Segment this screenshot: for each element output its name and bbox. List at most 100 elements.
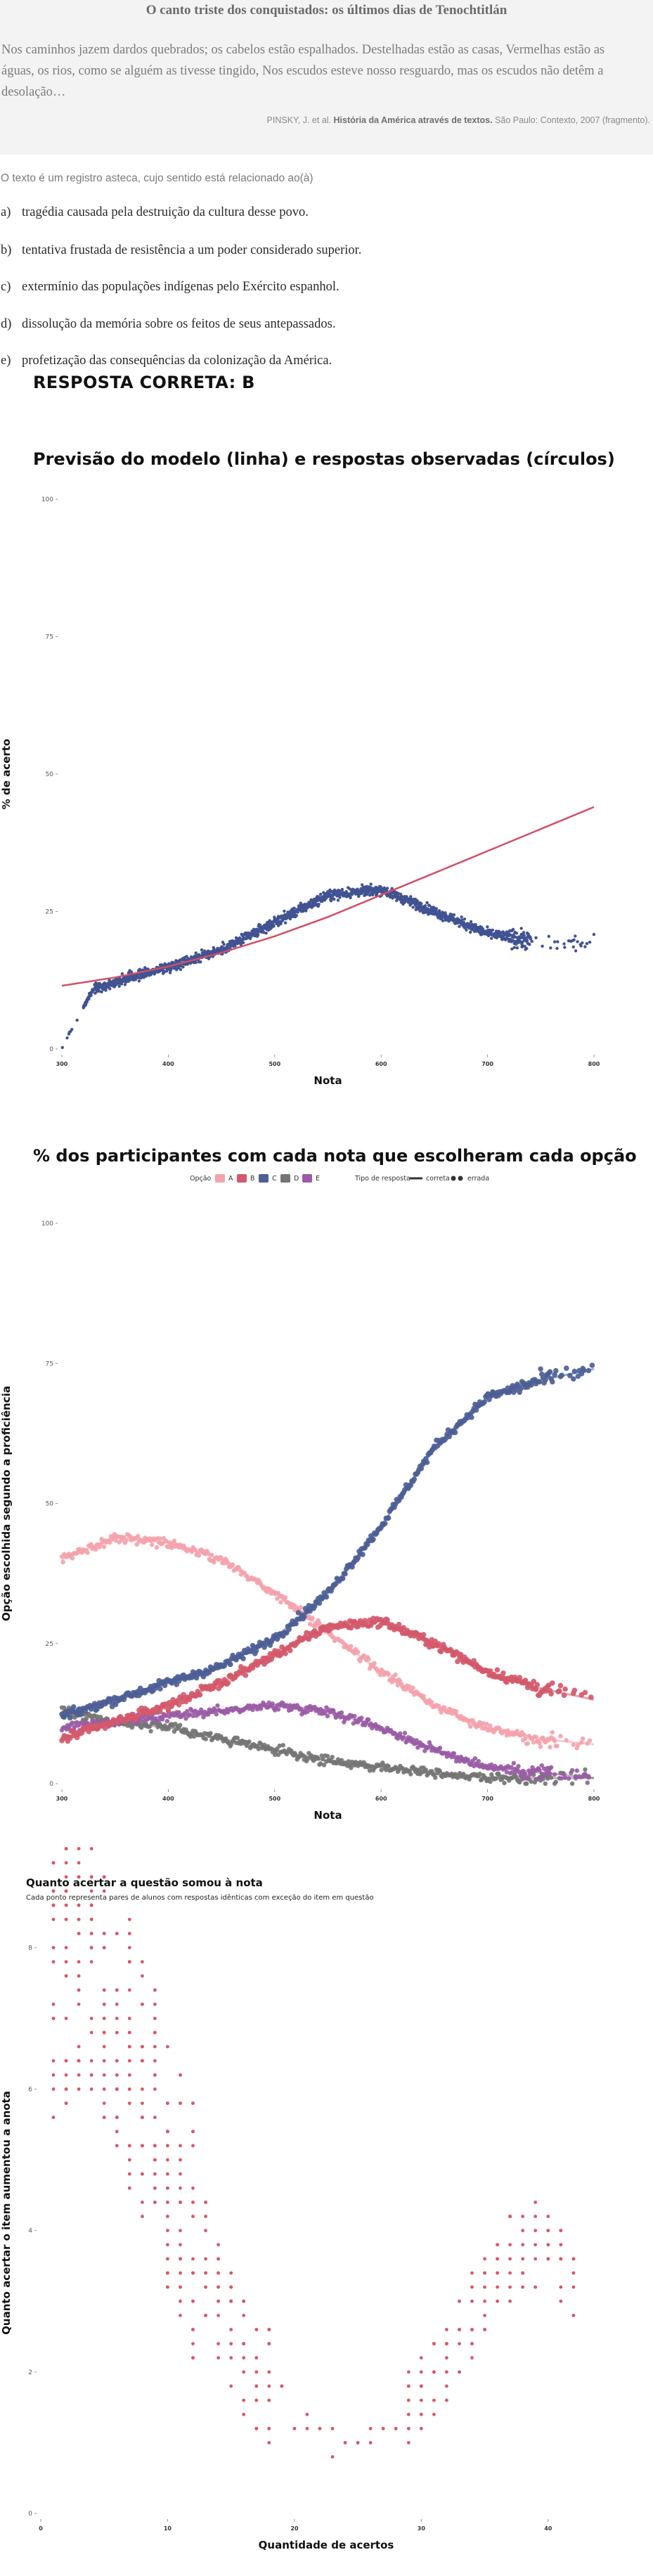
point-c	[200, 1674, 207, 1680]
pair-point	[77, 1960, 81, 1964]
point-d	[502, 1780, 507, 1786]
observed-point	[427, 903, 432, 908]
pair-point	[153, 2158, 157, 2162]
legend-swatch-c	[259, 1174, 269, 1183]
observed-point	[181, 965, 185, 969]
point-b	[420, 1632, 427, 1637]
observed-point	[434, 907, 439, 910]
y-tick-label: 0	[49, 1781, 53, 1788]
x-tick-label: 500	[269, 1061, 280, 1067]
point-b	[455, 1659, 460, 1664]
chart3-x-label: Quantidade de acertos	[259, 2539, 394, 2551]
pair-point	[141, 2044, 144, 2049]
point-e	[157, 1718, 162, 1723]
pair-point	[470, 2299, 474, 2303]
pair-point	[432, 2342, 436, 2345]
observed-point	[292, 906, 296, 910]
pair-point	[496, 2271, 499, 2275]
y-tick-label: 4	[28, 2228, 32, 2235]
observed-point	[523, 944, 526, 948]
pair-point	[254, 2398, 259, 2402]
observed-point	[585, 941, 589, 946]
observed-point	[60, 1045, 65, 1050]
pair-point	[432, 2398, 436, 2402]
legend-swatch-d	[280, 1174, 290, 1183]
pair-point	[267, 2342, 271, 2345]
correct-answer: RESPOSTA CORRETA: B	[33, 373, 255, 392]
pair-point	[229, 2299, 233, 2303]
observed-point	[136, 973, 141, 977]
point-a	[372, 1661, 377, 1666]
observed-point	[200, 948, 204, 952]
pair-point	[153, 2115, 157, 2120]
observed-point	[185, 955, 188, 958]
pair-point	[102, 1945, 106, 1950]
observed-point	[409, 895, 413, 899]
point-a	[548, 1744, 552, 1750]
point-a	[587, 1738, 593, 1743]
trend-b	[61, 1620, 595, 1740]
pair-point	[153, 2044, 157, 2049]
point-a	[298, 1605, 303, 1610]
point-b	[396, 1621, 402, 1628]
pair-point	[571, 2314, 576, 2317]
chart2-series	[59, 1363, 595, 1786]
legend-swatch-a	[215, 1174, 225, 1183]
point-b	[287, 1647, 293, 1654]
legend-type-title: Tipo de resposta	[354, 1175, 410, 1183]
point-a	[488, 1723, 493, 1728]
pair-point	[280, 2384, 284, 2388]
pair-point	[115, 1988, 119, 1992]
pair-point	[77, 1903, 81, 1907]
observed-point	[108, 987, 112, 991]
observed-point	[547, 934, 550, 938]
point-e	[451, 1751, 457, 1756]
point-e	[585, 1780, 590, 1785]
point-a	[113, 1538, 118, 1543]
observed-point	[340, 887, 344, 891]
point-d	[531, 1772, 536, 1777]
point-e	[164, 1718, 170, 1724]
point-e	[402, 1730, 408, 1736]
pair-point	[445, 2328, 448, 2331]
pair-point	[51, 2016, 56, 2021]
pair-point	[127, 2059, 131, 2063]
point-b	[176, 1702, 182, 1708]
y-tick-label: 50	[46, 1501, 54, 1508]
pair-point	[508, 2215, 512, 2218]
pair-point	[64, 1974, 68, 1978]
pair-point	[102, 2073, 106, 2077]
point-a	[278, 1599, 283, 1605]
x-tick-label: 700	[481, 1796, 493, 1802]
observed-point	[541, 944, 544, 948]
observed-point	[255, 927, 259, 931]
point-b	[582, 1689, 588, 1696]
observed-point	[179, 967, 183, 972]
point-e	[562, 1775, 568, 1780]
pair-point	[242, 2314, 246, 2317]
observed-point	[272, 925, 276, 928]
observed-point	[525, 946, 529, 951]
point-e	[537, 1767, 542, 1772]
observed-point	[579, 944, 583, 948]
chart-item-contribution: Quanto acertar a questão somou à nota Ca…	[0, 1847, 576, 2551]
observed-point	[65, 1036, 69, 1040]
legend-option-title: Opção	[190, 1175, 212, 1183]
option-text: dissolução da memória sobre os feitos de…	[22, 317, 336, 331]
point-e	[199, 1707, 204, 1712]
pair-point	[153, 2059, 157, 2063]
pair-point	[102, 2030, 106, 2035]
observed-point	[162, 970, 166, 974]
y-tick-label: 8	[28, 1945, 32, 1952]
point-a	[60, 1559, 65, 1564]
pair-point	[179, 2186, 182, 2190]
point-e	[504, 1770, 510, 1775]
pair-point	[229, 2356, 233, 2360]
pair-point	[64, 1889, 68, 1893]
observed-point	[104, 988, 108, 992]
observed-point	[203, 949, 207, 953]
pair-point	[115, 2115, 119, 2120]
pair-point	[521, 2243, 525, 2247]
pair-point	[267, 2398, 271, 2402]
option-d: d) dissolução da memória sobre os feitos …	[1, 317, 335, 332]
